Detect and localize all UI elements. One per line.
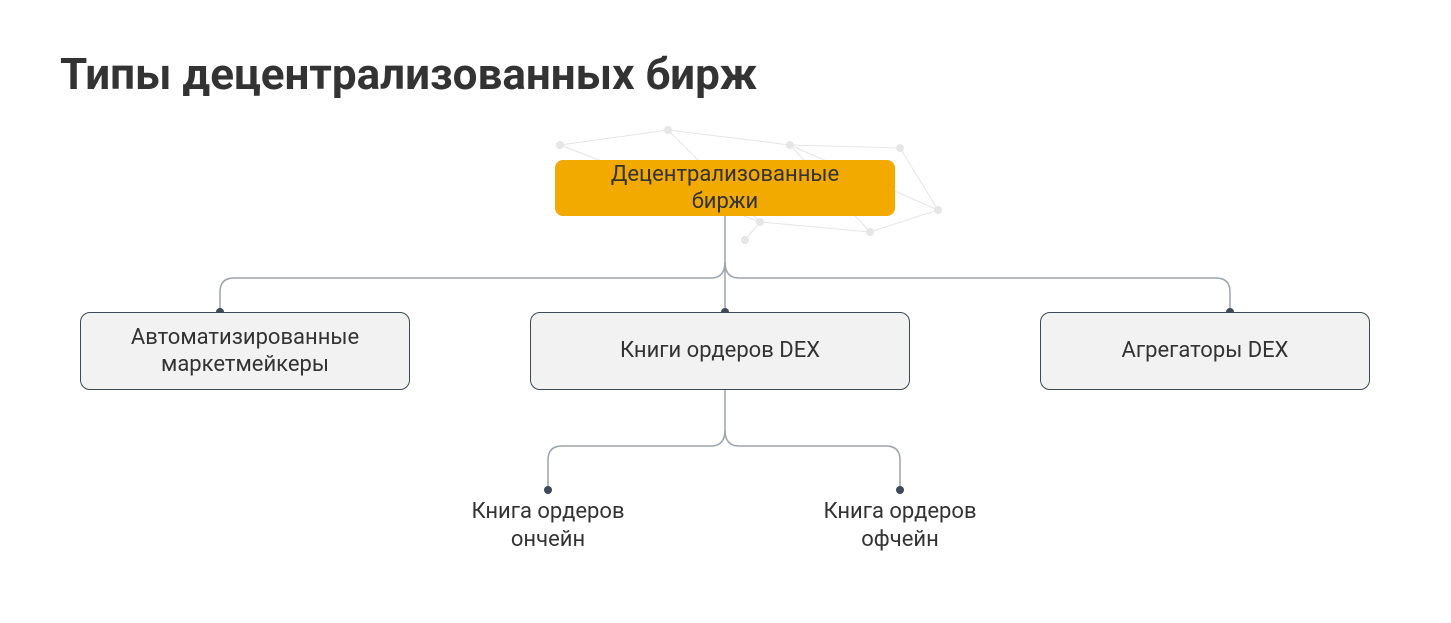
leaf-label-onchain: Книга ордеровончейн [448,498,648,553]
child-node-orderbook: Книги ордеров DEX [530,312,910,390]
root-node: Децентрализованные биржи [555,160,895,216]
child-node-aggregator: Агрегаторы DEX [1040,312,1370,390]
child-node-amm: Автоматизированныемаркетмейкеры [80,312,410,390]
diagram-title: Типы децентрализованных бирж [60,50,757,98]
leaf-label-offchain: Книга ордеровофчейн [800,498,1000,553]
